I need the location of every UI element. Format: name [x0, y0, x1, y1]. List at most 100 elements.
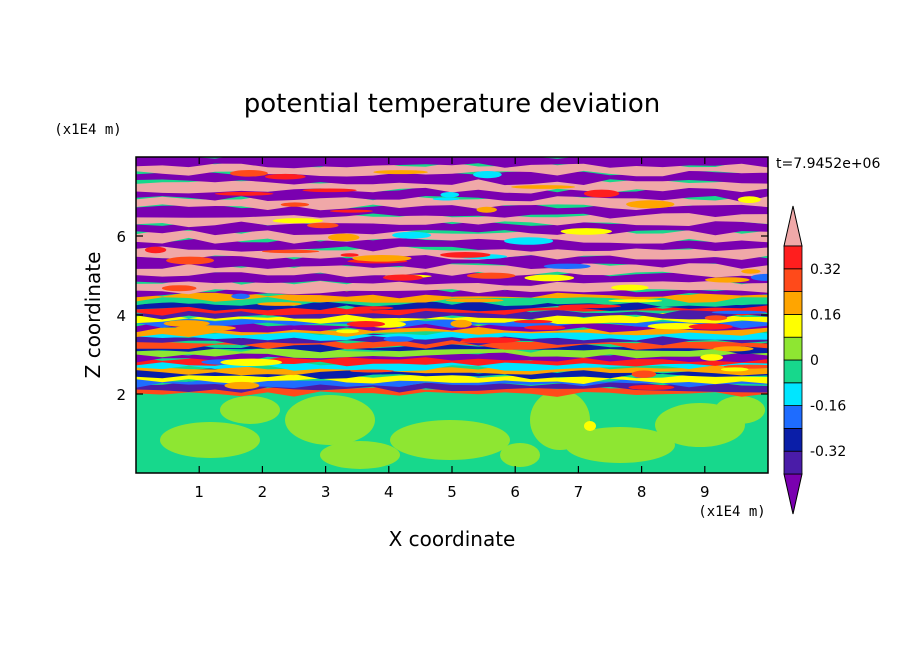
field-streak	[631, 370, 657, 378]
field-streak	[450, 319, 472, 328]
field-streak	[720, 367, 749, 372]
colorbar-segment	[783, 336, 803, 361]
field-band	[136, 178, 768, 194]
field-streak	[524, 325, 566, 330]
field-streak	[161, 285, 197, 292]
field-band	[136, 364, 768, 376]
field-streak	[647, 323, 705, 330]
field-streak	[611, 284, 649, 291]
x-unit-label: (x1E4 m)	[698, 504, 765, 520]
colorbar-segment	[783, 405, 803, 429]
field-streak	[440, 192, 460, 198]
field-streak	[352, 254, 412, 262]
field-streak	[373, 170, 428, 175]
field-streak	[473, 171, 502, 179]
colorbar-segment	[783, 427, 803, 452]
field-streak	[713, 346, 754, 352]
field-streak	[476, 206, 497, 213]
field-patch	[285, 395, 375, 445]
field-patch	[160, 422, 260, 458]
field-band	[136, 161, 768, 177]
field-streak	[628, 384, 675, 390]
field-streak	[711, 310, 767, 314]
field-streak	[280, 202, 310, 207]
x-tick-label: 8	[637, 483, 647, 501]
x-tick-label: 1	[194, 483, 204, 501]
colorbar-segment	[783, 382, 803, 406]
colorbar-tick-label: -0.32	[810, 444, 846, 460]
colorbar-segment	[783, 245, 803, 270]
field-streak	[504, 237, 554, 245]
field-streak	[214, 191, 274, 196]
colorbar-extend-top	[783, 205, 803, 247]
field-streak	[750, 273, 768, 281]
field-streak	[220, 358, 282, 366]
y-tick-label: 4	[116, 307, 126, 325]
field-streak	[511, 185, 576, 189]
colorbar-segment	[783, 291, 803, 315]
field-streak	[336, 329, 359, 334]
colorbar-segment	[783, 313, 803, 338]
field-patch	[390, 420, 510, 460]
field-streak	[346, 321, 386, 328]
field-patch	[320, 441, 400, 469]
x-tick-label: 2	[258, 483, 268, 501]
chart-title: potential temperature deviation	[244, 89, 660, 119]
field-streak	[737, 196, 761, 204]
field-streak	[352, 306, 394, 310]
field-streak	[382, 274, 423, 281]
field-streak	[440, 252, 491, 258]
y-unit-label: (x1E4 m)	[54, 122, 121, 138]
field-streak	[307, 222, 339, 229]
field-streak	[560, 228, 612, 235]
field-patch	[500, 443, 540, 467]
field-band	[136, 278, 768, 295]
field-streak	[383, 336, 414, 342]
field-streak	[224, 381, 260, 390]
field-streak	[688, 323, 733, 330]
colorbar-tick-label: 0	[810, 353, 819, 369]
x-tick-label: 9	[700, 483, 710, 501]
field-streak	[704, 315, 728, 321]
field-streak	[166, 256, 215, 265]
colorbar-segment	[783, 268, 803, 292]
x-tick-label: 4	[384, 483, 394, 501]
colorbar: -0.32 -0.16 0 0.16 0.32	[783, 205, 846, 515]
field-band	[136, 346, 768, 359]
field-band	[136, 329, 768, 341]
x-axis: 1 2 3 4 5 6 7 8 9	[194, 157, 710, 501]
field-streak	[445, 298, 504, 303]
x-tick-label: 6	[510, 483, 520, 501]
field-band	[136, 262, 768, 278]
x-tick-label: 3	[321, 483, 331, 501]
colorbar-tick-label: 0.32	[810, 262, 841, 278]
colorbar-tick-label: 0.16	[810, 307, 841, 323]
field-streak	[261, 249, 320, 254]
field-streak	[302, 188, 357, 193]
field-patch	[565, 427, 675, 463]
x-tick-label: 7	[574, 483, 584, 501]
field-band	[136, 342, 768, 355]
field-streak	[513, 319, 553, 324]
field-band	[136, 253, 768, 269]
field-streak	[461, 337, 521, 344]
field-streak	[466, 272, 516, 279]
field-streak	[350, 369, 394, 373]
colorbar-tick-label: -0.16	[810, 399, 846, 415]
contour-field	[136, 157, 768, 473]
field-streak	[432, 197, 460, 201]
field-band	[136, 338, 768, 350]
field-streak	[741, 269, 761, 274]
field-streak	[700, 354, 724, 361]
field-streak	[257, 302, 302, 306]
time-label: t=7.9452e+06	[776, 156, 880, 172]
field-streak	[626, 200, 675, 209]
x-axis-label: X coordinate	[389, 527, 516, 551]
field-patch	[584, 421, 596, 431]
colorbar-extend-bottom	[783, 473, 803, 515]
y-axis: 2 4 6	[116, 228, 768, 404]
field-streak	[264, 173, 306, 180]
field-streak	[329, 209, 373, 213]
